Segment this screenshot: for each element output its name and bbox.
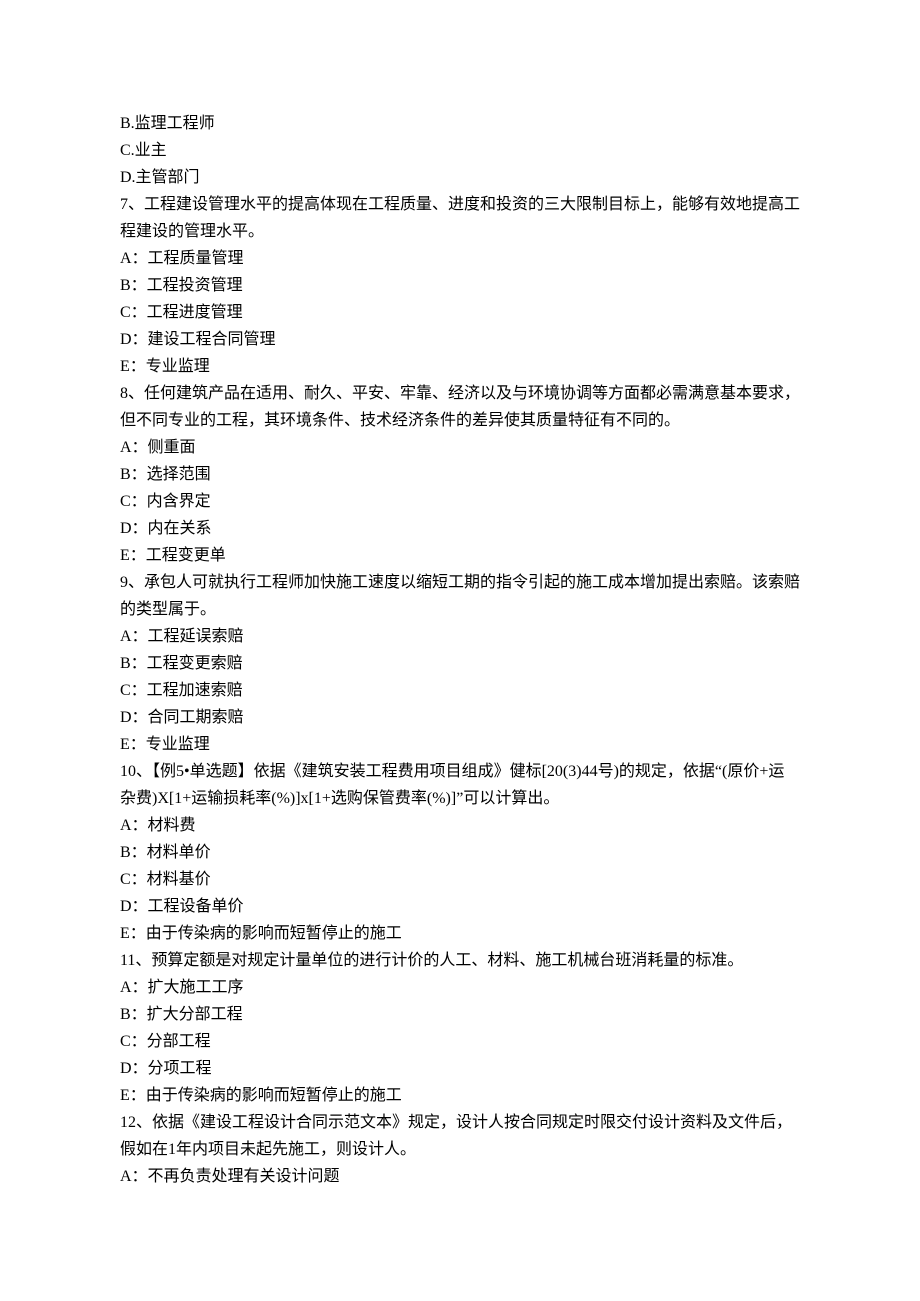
text-line: 10、【例5•单选题】依据《建筑安装工程费用项目组成》健标[20(3)44号)的… (120, 758, 800, 812)
text-line: D.主管部门 (120, 164, 800, 191)
text-line: 7、工程建设管理水平的提高体现在工程质量、进度和投资的三大限制目标上，能够有效地… (120, 191, 800, 245)
text-line: A：扩大施工工序 (120, 974, 800, 1001)
text-line: A：材料费 (120, 812, 800, 839)
text-line: B.监理工程师 (120, 110, 800, 137)
document-page: B.监理工程师C.业主D.主管部门7、工程建设管理水平的提高体现在工程质量、进度… (0, 0, 920, 1301)
text-line: A：工程质量管理 (120, 245, 800, 272)
text-line: B：工程投资管理 (120, 272, 800, 299)
text-line: E：专业监理 (120, 731, 800, 758)
text-line: E：工程变更单 (120, 542, 800, 569)
text-line: E：由于传染病的影响而短暂停止的施工 (120, 1082, 800, 1109)
text-line: C：工程进度管理 (120, 299, 800, 326)
text-line: D：建设工程合同管理 (120, 326, 800, 353)
text-line: C：内含界定 (120, 488, 800, 515)
text-line: D：合同工期索赔 (120, 704, 800, 731)
text-line: A：不再负责处理有关设计问题 (120, 1163, 800, 1190)
text-line: E：由于传染病的影响而短暂停止的施工 (120, 920, 800, 947)
text-line: C：材料基价 (120, 866, 800, 893)
text-line: B：材料单价 (120, 839, 800, 866)
text-line: 8、任何建筑产品在适用、耐久、平安、牢靠、经济以及与环境协调等方面都必需满意基本… (120, 380, 800, 434)
text-line: A：工程延误索赔 (120, 623, 800, 650)
text-line: 11、预算定额是对规定计量单位的进行计价的人工、材料、施工机械台班消耗量的标准。 (120, 947, 800, 974)
text-line: C.业主 (120, 137, 800, 164)
text-line: E：专业监理 (120, 353, 800, 380)
text-line: 9、承包人可就执行工程师加快施工速度以缩短工期的指令引起的施工成本增加提出索赔。… (120, 569, 800, 623)
text-line: D：分项工程 (120, 1055, 800, 1082)
text-line: B：工程变更索赔 (120, 650, 800, 677)
text-line: A：侧重面 (120, 434, 800, 461)
text-line: 12、依据《建设工程设计合同示范文本》规定，设计人按合同规定时限交付设计资料及文… (120, 1109, 800, 1163)
text-line: C：分部工程 (120, 1028, 800, 1055)
text-line: D：工程设备单价 (120, 893, 800, 920)
text-line: B：扩大分部工程 (120, 1001, 800, 1028)
text-line: D：内在关系 (120, 515, 800, 542)
text-line: B：选择范围 (120, 461, 800, 488)
text-line: C：工程加速索赔 (120, 677, 800, 704)
